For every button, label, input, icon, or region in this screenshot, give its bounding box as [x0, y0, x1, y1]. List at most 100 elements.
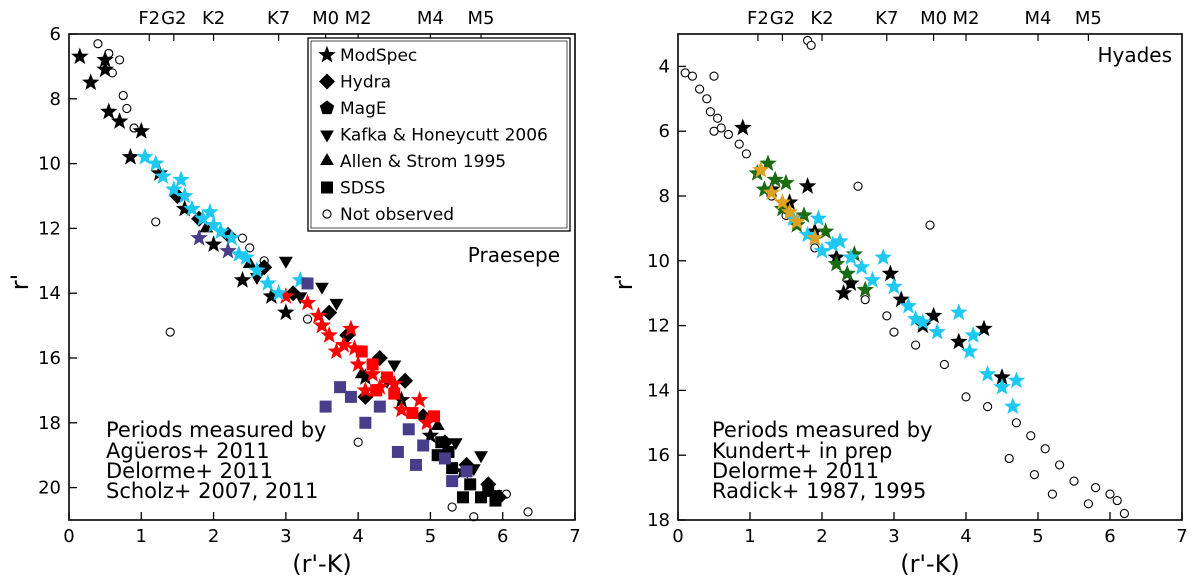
ag-eros-2011-point: [320, 326, 338, 343]
annotation-title: Periods measured by: [106, 418, 326, 442]
not-observed-point: [709, 71, 719, 81]
ag-eros-2011-point: [313, 316, 331, 333]
delorme-2011-point: [183, 199, 201, 217]
not-observed-point: [882, 311, 892, 321]
not-observed-point: [982, 402, 993, 412]
sdss-point: [482, 484, 495, 497]
not-observed-point: [1004, 453, 1014, 464]
modspec-point: [150, 164, 169, 181]
not-observed-point: [925, 220, 935, 230]
legend-label: SDSS: [340, 179, 385, 199]
not-observed-point: [1011, 418, 1022, 428]
legend-label: Kafka & Honeycutt 2006: [340, 126, 548, 146]
not-observed-point: [709, 126, 719, 136]
not-observed-point: [469, 512, 479, 522]
ag-eros-2011-squares-point: [428, 410, 441, 423]
delorme-2011-point: [230, 245, 248, 262]
modspec-point: [96, 50, 114, 68]
scholz-2007-2011-point: [391, 445, 404, 458]
delorme-2011-point: [222, 228, 241, 246]
spectral-type-label: M2: [345, 8, 372, 29]
modspec-point: [132, 122, 150, 139]
radick-1987-1995-point: [788, 212, 806, 230]
delorme-2011-point: [852, 258, 871, 275]
kafka-honeycutt-2006-point: [474, 451, 488, 464]
not-observed-point: [302, 314, 313, 324]
ag-eros-2011-point: [410, 390, 429, 408]
allen-strom-1995-legend-marker: [320, 153, 334, 165]
annotation-entry: Kundert+ in prep: [712, 439, 892, 463]
y-tick-label: 12: [647, 316, 670, 337]
spectral-type-label: M0: [920, 8, 947, 29]
kundert-in-prep-point: [827, 254, 846, 272]
kafka-honeycutt-2006-point: [293, 292, 308, 305]
delorme-2011-point: [899, 297, 918, 314]
delorme-2011-point: [1007, 371, 1026, 389]
not-observed-point: [1069, 476, 1079, 486]
scholz-2007-2011-point: [446, 475, 459, 488]
ag-eros-2011-squares-series: [355, 345, 441, 423]
not-observed-point: [1090, 483, 1101, 493]
annotation-entry: Scholz+ 2007, 2011: [106, 479, 318, 503]
scholz-2007-2011-stars-point: [219, 241, 237, 259]
praesepe-legend: ModSpec Hydra MagE Kafka & Honeycutt 2006 Al…: [307, 37, 571, 232]
delorme-2011-point: [978, 365, 997, 382]
not-observed-point: [961, 392, 971, 402]
sdss-legend-marker: [321, 181, 333, 194]
radick-1987-1995-point: [780, 203, 799, 220]
delorme-2011-point: [813, 241, 831, 259]
kafka-honeycutt-2006-point: [329, 298, 344, 311]
not-observed-legend-marker: [322, 209, 332, 219]
delorme-2011-point: [259, 274, 277, 291]
scholz-2007-2011-point: [344, 390, 357, 403]
not-observed-point: [237, 233, 248, 243]
praesepe-y-axis-label: r': [6, 274, 34, 290]
hydra-legend-marker: [319, 73, 335, 90]
ag-eros-2011-squares-point: [366, 358, 379, 371]
kundert-in-prep-point: [795, 206, 813, 223]
ag-eros-2011-point: [298, 293, 317, 311]
praesepe-plot-frame: [68, 33, 576, 521]
delorme-2011-point: [154, 167, 172, 184]
spectral-type-label: K2: [202, 8, 225, 29]
hyades-panel-label: Hyades: [1097, 43, 1172, 67]
praesepe-data-points: [71, 39, 533, 522]
x-tick-label: 4: [352, 526, 363, 547]
delorme-2011-point: [237, 248, 255, 265]
y-tick-label: 16: [38, 348, 61, 369]
ag-eros-2011-point: [342, 319, 360, 337]
x-tick-label: 5: [1032, 526, 1043, 547]
delorme-2011-point: [993, 378, 1011, 395]
hyades-y-axis-label: r': [610, 274, 638, 290]
delorme-2011-point: [165, 180, 183, 197]
ag-eros-2011-point: [345, 339, 364, 356]
spectral-type-label: M5: [1075, 8, 1102, 29]
not-observed-point: [1040, 444, 1050, 454]
kundert-in-prep-series: [748, 154, 874, 298]
radick-1987-1995-point: [773, 193, 792, 210]
legend-frame: [307, 37, 571, 232]
delorme-2011-series: [136, 147, 310, 301]
not-observed-point: [523, 507, 533, 517]
delorme-2011-series: [784, 209, 1026, 414]
x-tick-label: 6: [1104, 526, 1115, 547]
delorme-2011-point: [842, 248, 860, 265]
delorme-2011-point: [212, 222, 230, 240]
delorme-2011-point: [906, 309, 925, 327]
modspec-point: [421, 426, 440, 444]
modspec-point: [392, 390, 411, 408]
modspec-point: [842, 274, 860, 291]
delorme-2011-point: [194, 209, 212, 227]
modspec-point: [96, 60, 114, 78]
y-tick-label: 20: [38, 478, 61, 499]
modspec-point: [277, 303, 295, 321]
hyades-x-axis: 0 1 2 3 4 5 6 7: [672, 512, 1188, 547]
annotation-entry: Delorme+ 2011: [106, 459, 273, 483]
scholz-2007-2011-stars-point: [190, 228, 208, 246]
kundert-in-prep-point: [755, 180, 774, 197]
scholz-2007-2011-point: [460, 465, 473, 478]
kundert-in-prep-point: [856, 280, 874, 298]
annotation-entry: Delorme+ 2011: [712, 459, 879, 483]
delorme-2011-point: [809, 209, 828, 227]
scholz-2007-2011-point: [438, 452, 451, 465]
